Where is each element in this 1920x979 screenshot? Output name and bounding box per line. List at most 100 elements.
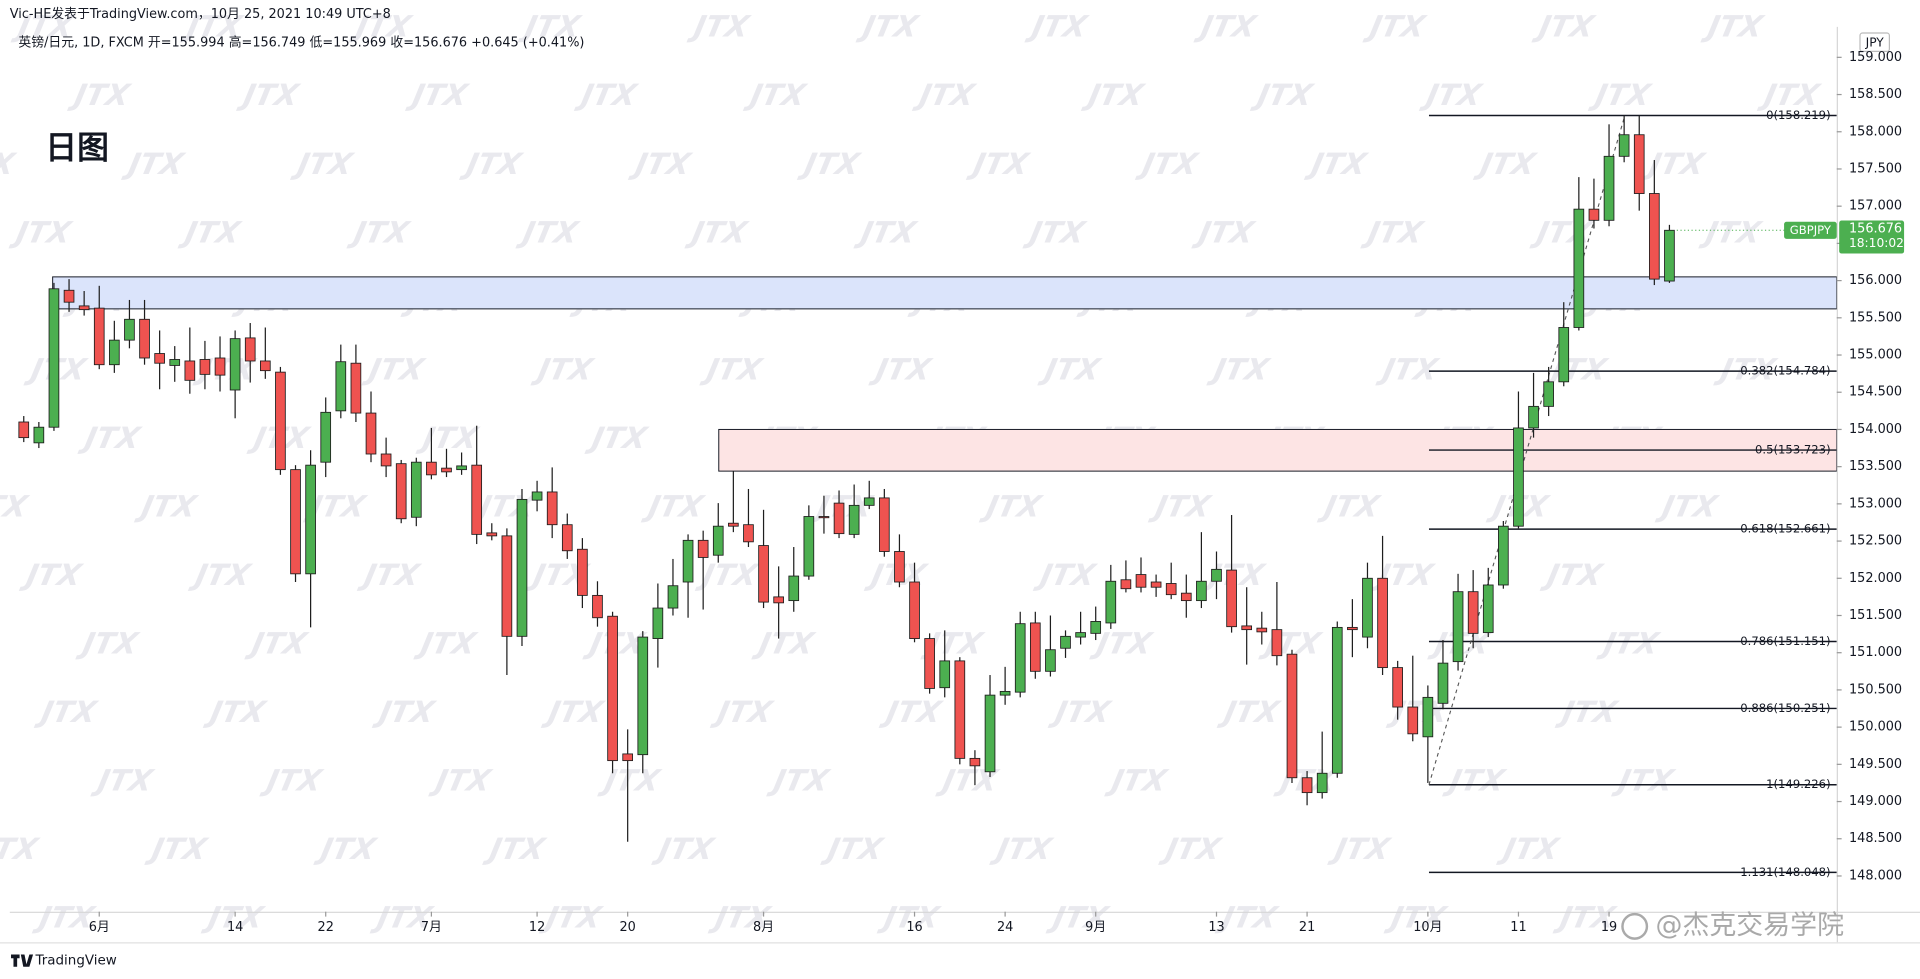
zone: [52, 276, 1838, 310]
plot-area: 0(158.219) 0.382(154.784) 0.5(153.723) 0.61…: [18, 108, 1838, 879]
candle-body: [1014, 623, 1026, 693]
x-tick-label: 6月: [89, 920, 110, 935]
candle-body: [1120, 579, 1132, 590]
watermark: JTX: [820, 832, 888, 867]
x-tick-label: 10月: [1413, 920, 1442, 935]
watermark: JTX: [1611, 764, 1679, 799]
y-tick-label: 155.000: [1849, 348, 1902, 363]
y-tick-label: 148.500: [1849, 831, 1902, 846]
candle-body: [48, 288, 60, 428]
watermark: JTX: [482, 832, 550, 867]
price-tag-label: 156.676: [1849, 222, 1902, 237]
watermark: JTX: [313, 832, 381, 867]
candle-body: [622, 753, 634, 762]
candle-body: [229, 338, 241, 391]
y-tick-label: 152.500: [1849, 534, 1902, 549]
candle-body: [305, 464, 316, 575]
candle-body: [1135, 574, 1147, 588]
candle-body: [999, 690, 1011, 696]
watermark: JTX: [413, 627, 481, 662]
candle-body: [758, 545, 769, 603]
candle-body: [1377, 577, 1388, 669]
watermark: JTX: [1022, 216, 1090, 251]
candle-body: [1452, 591, 1464, 663]
candle-body: [743, 524, 754, 543]
candle-body: [456, 465, 467, 471]
watermark: JTX: [10, 10, 78, 45]
watermark: JTX: [876, 901, 944, 936]
y-tick-label: 153.000: [1849, 496, 1902, 511]
candle-body: [1196, 580, 1207, 602]
candle-body: [93, 307, 105, 366]
publish-info: Vic-HE发表于TradingView.com，10月 25, 2021 10…: [10, 6, 391, 22]
watermark: JTX: [33, 695, 101, 730]
watermark: JTX: [1539, 558, 1607, 593]
watermark: JTX: [75, 627, 143, 662]
candle-body: [848, 504, 860, 535]
watermark: JTX: [348, 10, 416, 45]
watermark: JTX: [259, 764, 327, 799]
watermark: JTX: [855, 10, 923, 45]
watermark: JTX: [361, 353, 429, 388]
candle-body: [894, 551, 905, 583]
candle-body: [909, 581, 920, 639]
watermark: JTX: [1713, 353, 1781, 388]
watermark: JTX: [1147, 490, 1215, 525]
watermark: JTX: [1418, 79, 1486, 114]
candle-body: [1286, 653, 1298, 779]
x-tick-label: 7月: [421, 920, 442, 935]
watermark: JTX: [356, 558, 424, 593]
watermark: JTX: [1529, 216, 1597, 251]
watermark: JTX: [1531, 10, 1599, 45]
watermark: JTX: [868, 353, 936, 388]
candle-body: [773, 596, 784, 604]
candle-body: [818, 516, 830, 519]
candle-body: [139, 318, 150, 359]
watermark: JTX: [1698, 216, 1766, 251]
candle-body: [1241, 625, 1253, 631]
candle-body: [667, 585, 679, 609]
y-tick-label: 152.000: [1849, 571, 1902, 586]
y-tick-label: 151.000: [1849, 645, 1902, 660]
candle-body: [33, 426, 45, 444]
watermark: JTX: [640, 490, 708, 525]
watermark: JTX: [1544, 353, 1612, 388]
y-tick-label: 151.500: [1849, 608, 1902, 623]
watermark: JTX: [1362, 10, 1430, 45]
candle-body: [1664, 229, 1675, 282]
candle-body: [124, 318, 135, 341]
watermark: JTX: [177, 216, 245, 251]
watermark: JTX: [796, 147, 864, 182]
watermark: JTX: [235, 79, 303, 114]
x-tick-label: 8月: [753, 920, 774, 935]
watermark: JTX: [1214, 901, 1282, 936]
candle-body: [395, 463, 407, 520]
candle-body: [501, 535, 513, 637]
x-tick-label: 13: [1208, 920, 1224, 935]
candle-body: [879, 497, 890, 552]
x-tick-label: 11: [1510, 920, 1526, 935]
watermark: JTX: [1032, 558, 1100, 593]
watermark: JTX: [517, 10, 585, 45]
watermark: JTX: [66, 79, 134, 114]
x-tick-label: 22: [318, 920, 334, 935]
candle-body: [546, 491, 558, 526]
watermark: JTX: [244, 627, 312, 662]
watermark: JTX: [415, 421, 483, 456]
watermark: JTX: [471, 490, 539, 525]
y-tick-label: 158.000: [1849, 124, 1902, 139]
candle-body: [1271, 629, 1283, 657]
watermark: JTX: [1472, 147, 1540, 182]
candle-body: [1226, 569, 1237, 628]
credit-text: @杰克交易学院: [1656, 910, 1845, 941]
fib-label: 1(149.226): [1766, 777, 1830, 791]
candle-body: [1543, 381, 1554, 407]
candle-body: [169, 359, 181, 366]
y-tick-label: 158.500: [1849, 87, 1902, 102]
fib-label: 0.886(150.251): [1740, 701, 1830, 715]
candle-body: [939, 660, 951, 689]
x-tick-label: 9月: [1085, 920, 1106, 935]
y-tick-label: 149.500: [1849, 757, 1902, 772]
y-tick-label: 156.000: [1849, 273, 1902, 288]
watermark: JTX: [978, 490, 1046, 525]
